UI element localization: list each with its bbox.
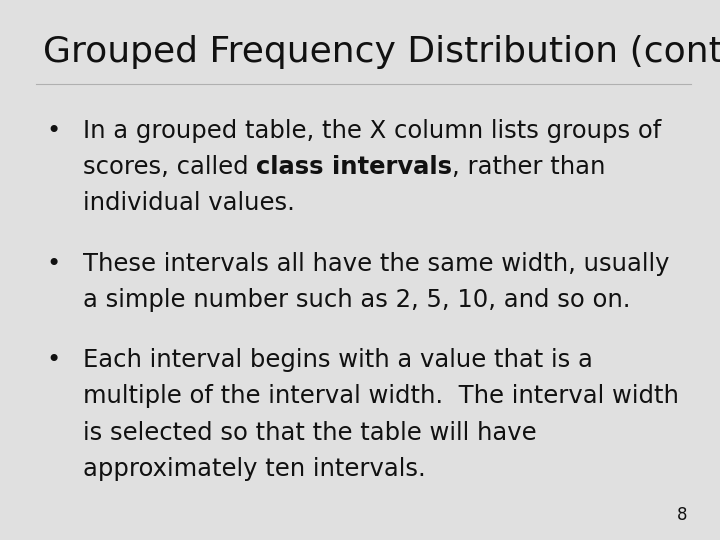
Text: In a grouped table, the X column lists groups of: In a grouped table, the X column lists g…	[83, 119, 661, 143]
Text: scores, called: scores, called	[83, 155, 256, 179]
Text: a simple number such as 2, 5, 10, and so on.: a simple number such as 2, 5, 10, and so…	[83, 288, 630, 312]
Text: 8: 8	[677, 506, 688, 524]
Text: Grouped Frequency Distribution (cont.): Grouped Frequency Distribution (cont.)	[43, 35, 720, 69]
Text: These intervals all have the same width, usually: These intervals all have the same width,…	[83, 252, 670, 275]
Text: approximately ten intervals.: approximately ten intervals.	[83, 457, 426, 481]
Text: , rather than: , rather than	[452, 155, 606, 179]
Text: class intervals: class intervals	[256, 155, 452, 179]
Text: multiple of the interval width.  The interval width: multiple of the interval width. The inte…	[83, 384, 679, 408]
Text: •: •	[47, 348, 61, 372]
Text: •: •	[47, 119, 61, 143]
Text: Each interval begins with a value that is a: Each interval begins with a value that i…	[83, 348, 593, 372]
Text: is selected so that the table will have: is selected so that the table will have	[83, 421, 536, 444]
Text: individual values.: individual values.	[83, 191, 294, 215]
Text: •: •	[47, 252, 61, 275]
